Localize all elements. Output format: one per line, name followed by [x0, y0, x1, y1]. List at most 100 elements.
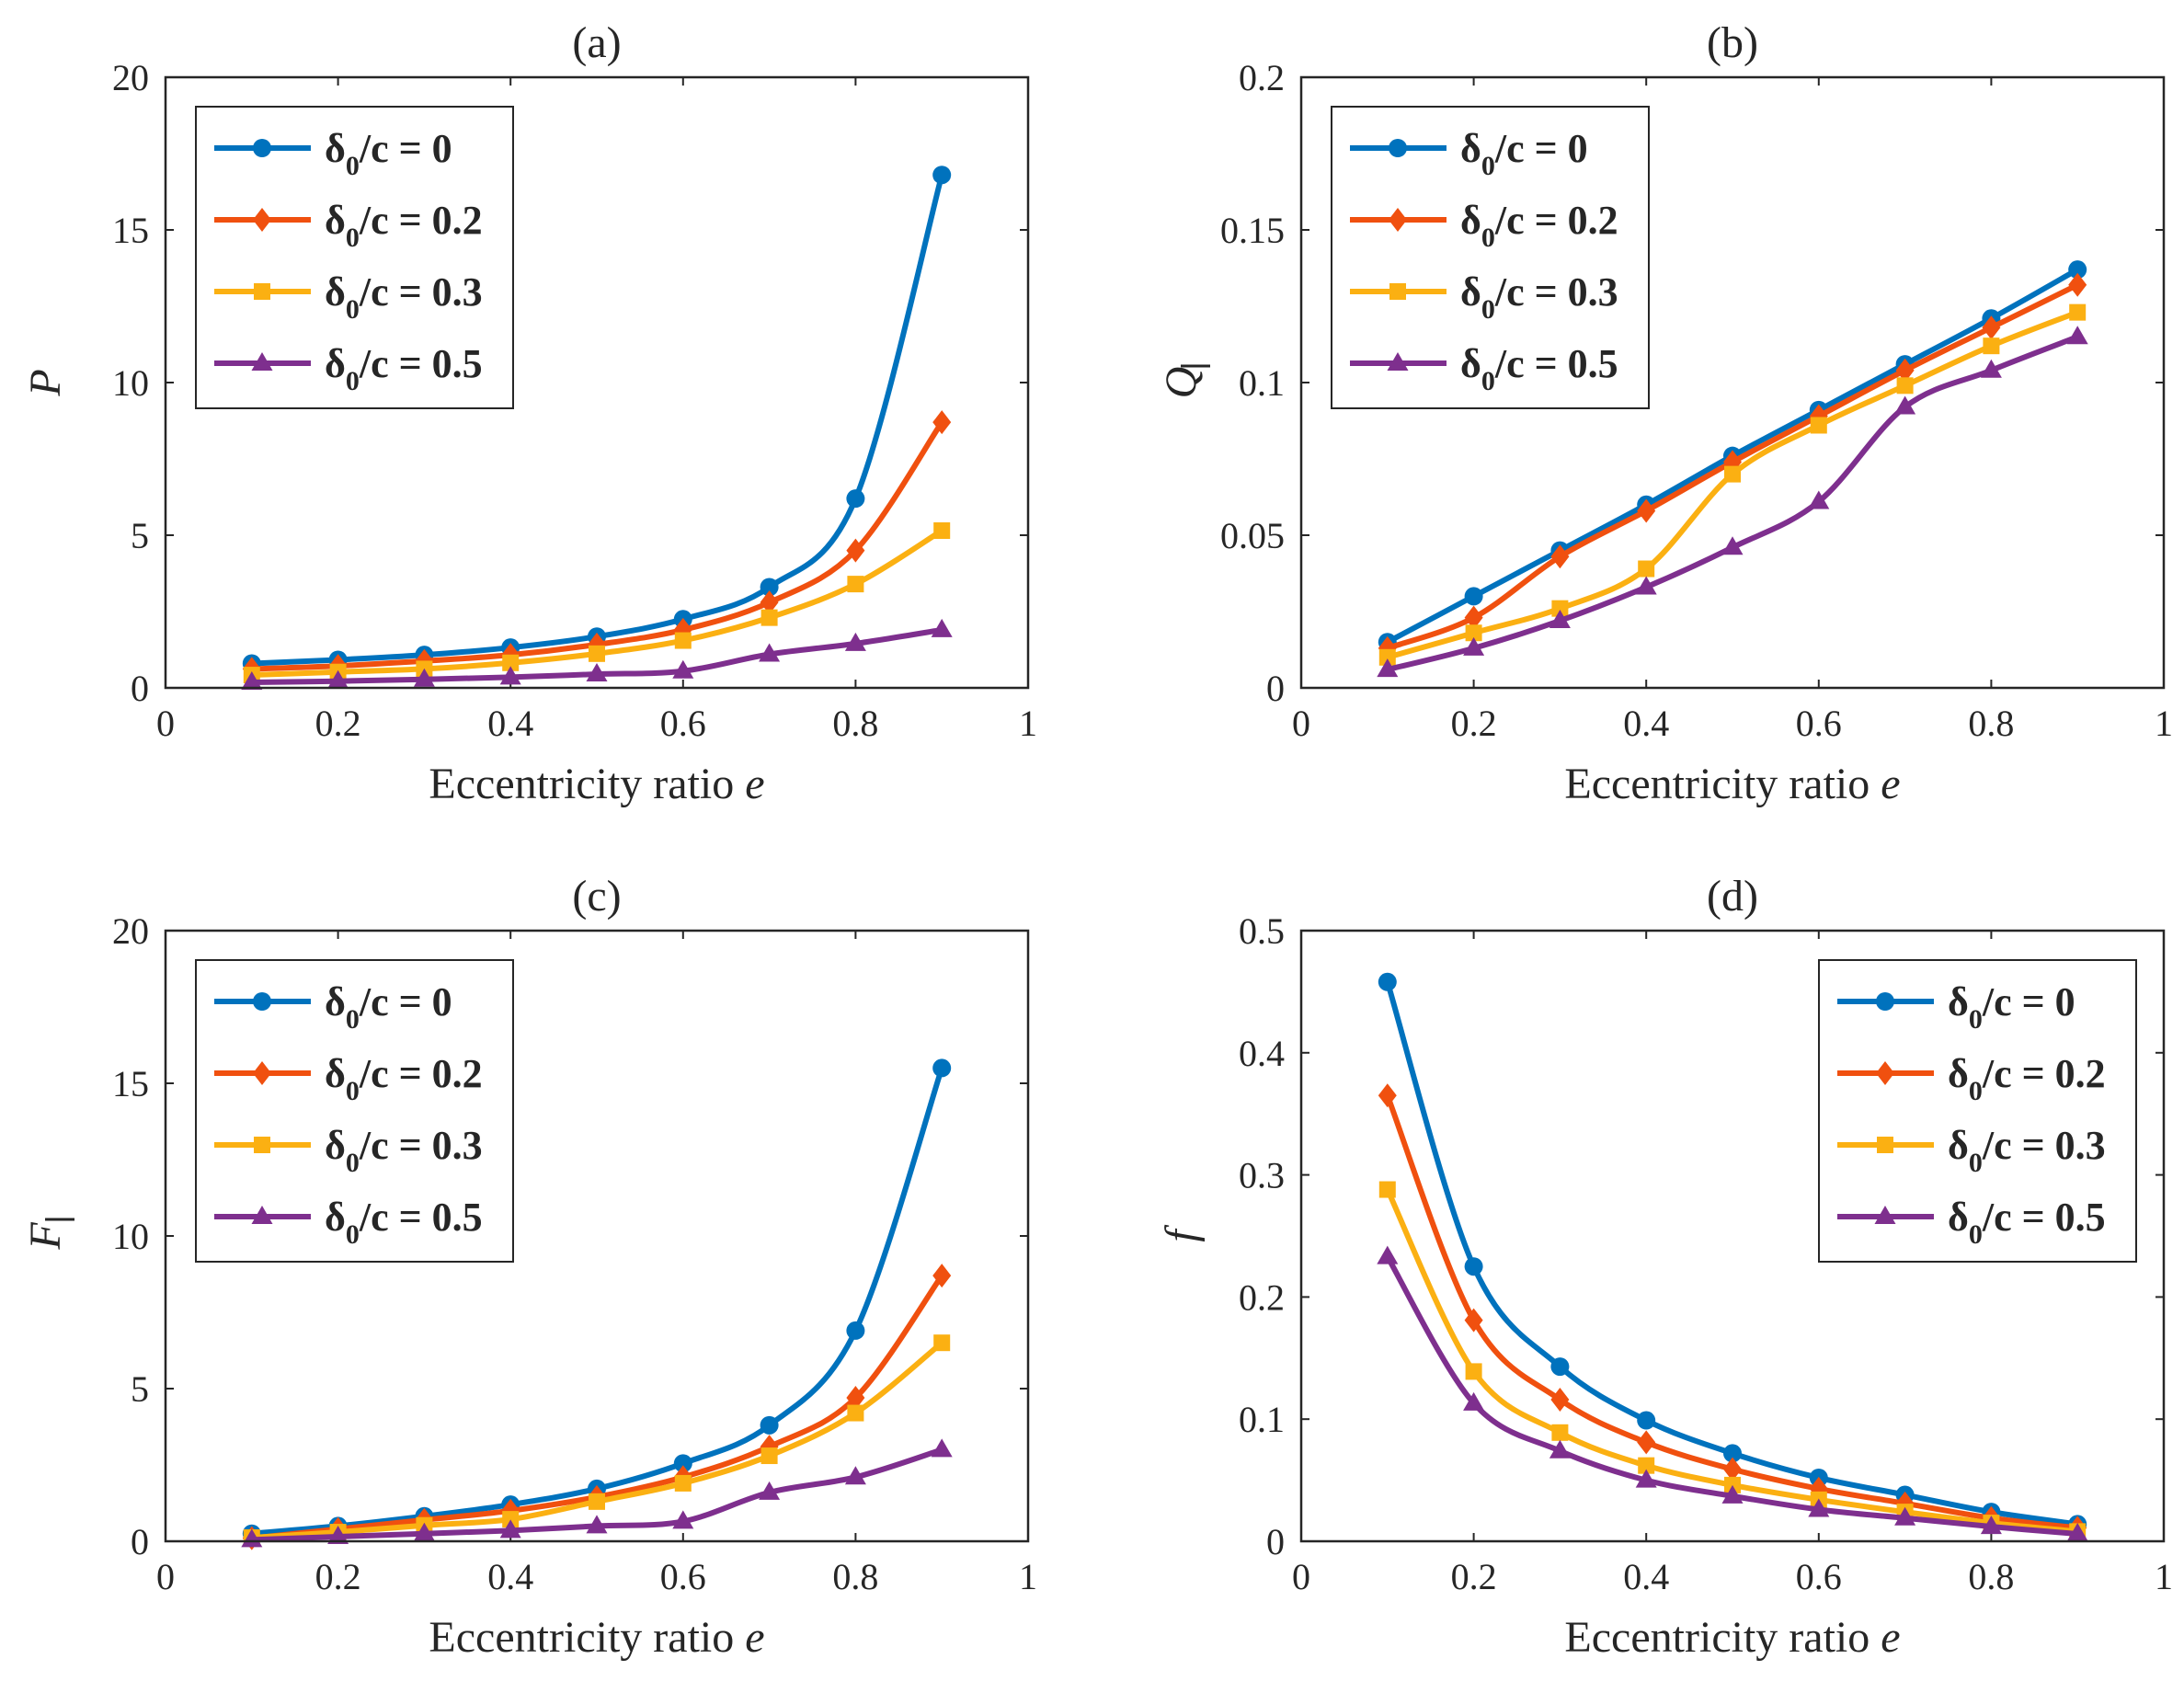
legend-subscript: 0 — [1969, 1076, 1983, 1106]
data-point — [2069, 303, 2087, 321]
data-point — [586, 1515, 608, 1534]
y-tick-label: 0.1 — [1239, 362, 1285, 404]
legend-marker — [1877, 1137, 1893, 1153]
y-tick-label: 0.5 — [1239, 910, 1285, 952]
x-tick-label: 0.4 — [1623, 703, 1669, 744]
y-tick-label: 0.15 — [1220, 210, 1285, 251]
data-point — [1982, 315, 2001, 340]
legend-text: /c = 0.2 — [359, 1051, 483, 1096]
legend-text: /c = 0 — [359, 979, 452, 1024]
legend-symbol: δ — [325, 979, 346, 1024]
y-tick-label: 0.1 — [1239, 1399, 1285, 1440]
data-point — [673, 1454, 692, 1473]
legend-label: δ0/c = 0.2 — [325, 198, 483, 253]
data-point — [1550, 544, 1570, 569]
x-tick-label: 0.4 — [1623, 1556, 1669, 1597]
data-point — [1377, 1245, 1399, 1264]
data-point — [760, 590, 779, 615]
data-point — [499, 1519, 521, 1539]
legend-marker — [1389, 139, 1407, 157]
legend-marker — [1876, 992, 1894, 1011]
legend-entry-3: δ0/c = 0.5 — [1350, 341, 1618, 396]
legend-label: δ0/c = 0 — [325, 979, 452, 1035]
series-line — [1384, 978, 2081, 1527]
series-line — [248, 172, 945, 667]
data-point — [1378, 648, 1396, 666]
data-point — [847, 1404, 864, 1422]
data-point — [413, 668, 435, 687]
x-tick-label: 0.2 — [315, 703, 361, 744]
x-tick-label: 0 — [1292, 703, 1310, 744]
legend-text: /c = 0 — [1494, 126, 1588, 171]
legend-entry-3: δ0/c = 0.5 — [1837, 1195, 2106, 1250]
legend-text: /c = 0.2 — [359, 198, 483, 243]
legend-marker — [253, 139, 271, 157]
panel-title: (d) — [1707, 872, 1758, 921]
data-point — [847, 576, 864, 593]
legend-text: /c = 0.5 — [359, 341, 483, 386]
x-tick-label: 1 — [2155, 703, 2173, 744]
y-tick-label: 15 — [112, 1063, 149, 1104]
x-tick-label: 0.8 — [1968, 703, 2014, 744]
x-tick-label: 0.4 — [487, 703, 533, 744]
data-point — [1549, 609, 1571, 628]
legend-symbol: δ — [325, 1051, 346, 1096]
data-point — [672, 1510, 694, 1529]
x-tick-label: 0.6 — [660, 703, 706, 744]
legend: δ0/c = 0δ0/c = 0.2δ0/c = 0.3δ0/c = 0.5 — [195, 106, 514, 409]
data-point — [1637, 498, 1656, 523]
y-axis-label: F — [21, 1218, 74, 1251]
data-point — [327, 1526, 349, 1545]
x-axis-label-text: Eccentricity ratio — [1564, 1613, 1881, 1662]
y-axis-label-text: P — [21, 369, 70, 396]
axes-box — [164, 929, 1030, 1543]
series-2 — [1378, 303, 2087, 666]
legend-symbol: δ — [325, 198, 346, 243]
legend-text: /c = 0.3 — [359, 269, 483, 315]
data-point — [1464, 1308, 1483, 1333]
legend-entry-1: δ0/c = 0.2 — [1350, 198, 1618, 253]
data-point — [760, 578, 779, 597]
legend-symbol: δ — [1948, 1123, 1969, 1168]
legend-entry-2: δ0/c = 0.3 — [1837, 1123, 2106, 1178]
data-point — [1808, 490, 1830, 509]
data-point — [1638, 1457, 1655, 1474]
legend-text: /c = 0.5 — [1494, 341, 1618, 386]
data-point — [1550, 1387, 1570, 1412]
data-point — [932, 166, 952, 185]
x-axis-label-variable: e — [745, 1613, 764, 1662]
legend-text: /c = 0.3 — [1982, 1123, 2106, 1168]
x-tick-label: 0.8 — [832, 703, 878, 744]
legend-text: /c = 0.2 — [1982, 1051, 2106, 1096]
legend-symbol: δ — [325, 126, 346, 171]
y-tick-label: 5 — [131, 1368, 149, 1410]
legend-box — [195, 106, 514, 409]
data-point — [1551, 1424, 1569, 1441]
data-point — [760, 1447, 778, 1465]
legend-label: δ0/c = 0.3 — [325, 1123, 483, 1178]
legend-marker — [1389, 208, 1407, 232]
data-point — [502, 1511, 520, 1528]
data-point — [327, 669, 349, 689]
y-axis-label-text: f — [1157, 1225, 1206, 1242]
legend-label: δ0/c = 0.2 — [1460, 198, 1618, 253]
data-point — [1983, 337, 2000, 355]
legend-label: δ0/c = 0.5 — [1460, 341, 1618, 396]
x-tick-label: 0.8 — [1968, 1556, 2014, 1597]
x-tick-label: 0.2 — [1451, 1556, 1497, 1597]
data-point — [2068, 260, 2087, 280]
legend: δ0/c = 0δ0/c = 0.2δ0/c = 0.3δ0/c = 0.5 — [1818, 959, 2137, 1263]
y-tick-label: 0 — [1266, 1521, 1285, 1562]
panel-title: (c) — [572, 872, 621, 921]
data-point — [1721, 1484, 1744, 1504]
data-point — [1635, 576, 1657, 595]
panel-title: (b) — [1707, 18, 1758, 67]
x-tick-label: 0 — [156, 703, 175, 744]
y-tick-label: 0 — [1266, 668, 1285, 709]
data-point — [846, 489, 865, 509]
data-point — [1464, 605, 1483, 630]
data-point — [586, 663, 608, 682]
x-axis-label-text: Eccentricity ratio — [429, 760, 745, 808]
legend-subscript: 0 — [1969, 1219, 1983, 1250]
